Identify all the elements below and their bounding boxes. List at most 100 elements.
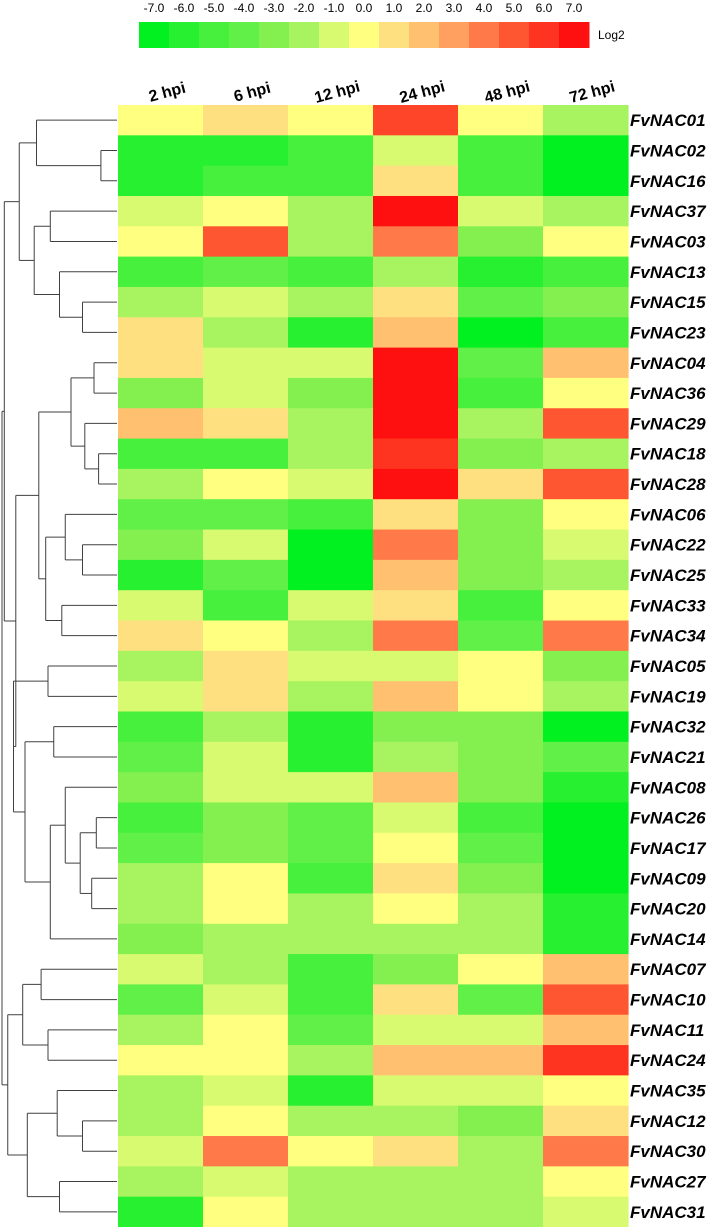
heatmap-cell [373, 1136, 459, 1167]
heatmap-cell [288, 590, 374, 622]
heatmap-cell [118, 1075, 204, 1107]
color-scale-swatch [169, 22, 200, 48]
heatmap-cell [543, 408, 629, 440]
heatmap-cell [203, 256, 289, 288]
color-scale-legend: -7.0 -6.0 -5.0 -4.0 -3.0 -2.0 -1.0 0.0 1.0 2.0 3.0… [139, 1, 625, 48]
heatmap-cell [543, 650, 629, 682]
heatmap-cell [203, 135, 289, 167]
color-scale-tick: -2.0 [294, 1, 315, 15]
heatmap-cell [543, 802, 629, 834]
heatmap-cell [118, 650, 204, 682]
heatmap-cell [288, 863, 374, 895]
row-label: FvNAC09 [630, 869, 706, 888]
heatmap-cell [373, 135, 459, 167]
heatmap-cell [203, 105, 289, 136]
heatmap-cell [458, 438, 544, 470]
heatmap-cell [543, 1166, 629, 1198]
heatmap-cell [203, 499, 289, 531]
heatmap-cell [288, 772, 374, 804]
heatmap-cell [543, 256, 629, 288]
heatmap-cell [458, 317, 544, 349]
heatmap-cell [373, 317, 459, 349]
row-label: FvNAC16 [630, 172, 706, 191]
heatmap-cell [373, 1075, 459, 1107]
row-label: FvNAC05 [630, 657, 706, 676]
heatmap-cell [118, 681, 204, 713]
heatmap-cell [118, 317, 204, 349]
heatmap-cell [543, 711, 629, 743]
heatmap-cell [543, 226, 629, 258]
heatmap-cell [373, 529, 459, 561]
heatmap-cell [373, 408, 459, 440]
color-scale-swatch [259, 22, 290, 48]
row-label: FvNAC32 [630, 718, 706, 737]
color-scale-tick: -1.0 [324, 1, 345, 15]
row-label: FvNAC24 [630, 1051, 706, 1070]
heatmap-cell [543, 499, 629, 531]
heatmap-cell [543, 105, 629, 136]
row-label: FvNAC34 [630, 627, 706, 646]
row-label: FvNAC04 [630, 354, 706, 373]
heatmap-cell [373, 802, 459, 834]
heatmap-cell [373, 650, 459, 682]
heatmap-cell [458, 377, 544, 409]
heatmap-cell [543, 559, 629, 591]
heatmap-cell [543, 1196, 629, 1227]
row-label: FvNAC02 [630, 141, 706, 160]
heatmap-cell [118, 1014, 204, 1046]
heatmap-cell [373, 923, 459, 955]
heatmap-cell [458, 923, 544, 955]
color-scale-tick: 2.0 [416, 1, 433, 15]
heatmap-cell [118, 468, 204, 500]
heatmap-cell [288, 802, 374, 834]
heatmap-cell [203, 408, 289, 440]
column-header: 48 hpi [483, 78, 532, 106]
color-scale-tick: -7.0 [144, 1, 165, 15]
row-label: FvNAC22 [630, 536, 706, 555]
heatmap-cell [458, 1136, 544, 1167]
heatmap-cell [203, 1105, 289, 1137]
heatmap-cell [458, 802, 544, 834]
heatmap-cell [373, 954, 459, 986]
heatmap-cell [288, 559, 374, 591]
heatmap-cell [288, 832, 374, 864]
heatmap-cell [288, 135, 374, 167]
heatmap-cell [203, 923, 289, 955]
row-label: FvNAC29 [630, 414, 706, 433]
heatmap-cell [288, 1105, 374, 1137]
row-label: FvNAC35 [630, 1082, 706, 1101]
heatmap-cell [543, 893, 629, 925]
heatmap-cell [458, 165, 544, 197]
heatmap-cell [543, 984, 629, 1016]
color-scale-tick: 7.0 [566, 1, 583, 15]
heatmap-cell [118, 984, 204, 1016]
heatmap-cell [543, 620, 629, 652]
heatmap-cell [288, 1075, 374, 1107]
heatmap-cell [118, 741, 204, 773]
color-scale-swatch [529, 22, 560, 48]
heatmap-cell [373, 681, 459, 713]
heatmap-cell [288, 954, 374, 986]
heatmap-cell [203, 1014, 289, 1046]
row-label: FvNAC11 [630, 1021, 704, 1040]
heatmap-cell [543, 863, 629, 895]
heatmap-cell [373, 590, 459, 622]
heatmap-cell [118, 711, 204, 743]
heatmap-cell [203, 529, 289, 561]
heatmap-cell [458, 256, 544, 288]
row-label: FvNAC15 [630, 293, 706, 312]
heatmap-cell [203, 893, 289, 925]
row-label: FvNAC17 [630, 839, 707, 858]
row-dendrogram [1, 119, 117, 1213]
heatmap-cell [203, 165, 289, 197]
row-label: FvNAC37 [630, 202, 707, 221]
color-scale-tick: -3.0 [264, 1, 285, 15]
heatmap-cell [543, 347, 629, 379]
heatmap-cell [543, 1105, 629, 1137]
heatmap-cell [203, 590, 289, 622]
heatmap-cell [543, 195, 629, 227]
color-scale-tick: -5.0 [204, 1, 225, 15]
heatmap-cell [118, 1136, 204, 1167]
heatmap-cell [458, 711, 544, 743]
